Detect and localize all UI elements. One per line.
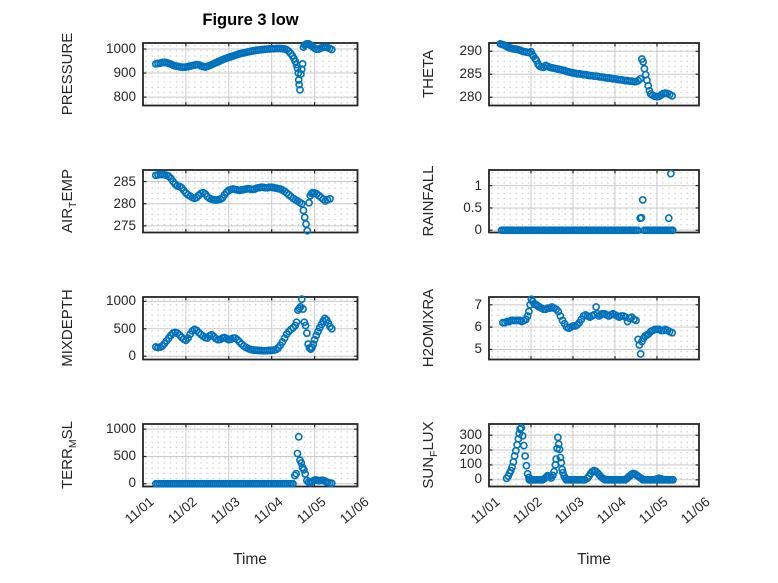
x-axis-label-left: Time (233, 551, 267, 568)
y-tick-label: 5 (474, 341, 482, 357)
y-tick-label: 280 (113, 195, 136, 211)
y-tick-label: 300 (459, 426, 482, 442)
y-tick-label: 290 (459, 42, 482, 58)
data-series-terr_msl (151, 432, 336, 488)
plot-canvas-pressure (142, 39, 359, 106)
plot-canvas-rainfall (488, 169, 700, 235)
y-tick-label: 1 (474, 177, 482, 193)
y-tick-label: 0 (128, 348, 136, 364)
y-tick-label: 100 (459, 456, 482, 472)
y-tick-label: 7 (474, 296, 482, 312)
data-series-theta (496, 39, 677, 101)
y-tick-label: 800 (113, 88, 136, 104)
y-tick-label: 6 (474, 319, 482, 335)
y-tick-label: 0 (474, 222, 482, 238)
data-series-pressure (151, 39, 336, 94)
y-tick-label: 0 (474, 471, 482, 487)
plot-canvas-theta (488, 39, 700, 106)
y-tick-label: 0.5 (463, 199, 482, 215)
y-tick-label: 285 (459, 65, 482, 81)
data-series-h2omixra (498, 295, 677, 358)
plot-canvas-h2omixra (488, 295, 700, 361)
y-tick-label: 1000 (105, 420, 136, 436)
x-axis-label-right: Time (577, 551, 611, 568)
y-tick-label: 280 (459, 88, 482, 104)
plot-canvas-terr_msl (142, 422, 359, 488)
y-axis-label-sun_flux: SUNFLUX (420, 421, 440, 489)
y-tick-label: 0 (128, 475, 136, 491)
y-tick-label: 275 (113, 217, 136, 233)
data-series-mixdepth (151, 295, 336, 355)
plot-canvas-sun_flux (488, 422, 700, 487)
data-series-rainfall (497, 169, 677, 235)
y-axis-label-terr_msl: TERRMSL (59, 420, 79, 489)
y-tick-label: 200 (459, 441, 482, 457)
figure-title: Figure 3 low (202, 11, 299, 29)
data-series-air_temp (151, 170, 334, 235)
data-series-sun_flux (502, 423, 677, 484)
plot-canvas-mixdepth (142, 295, 359, 361)
y-tick-label: 900 (113, 64, 136, 80)
y-tick-label: 1000 (105, 293, 136, 309)
plot-canvas-air_temp (142, 169, 359, 235)
y-tick-label: 500 (113, 320, 136, 336)
y-tick-label: 285 (113, 173, 136, 189)
y-tick-label: 500 (113, 447, 136, 463)
y-tick-label: 1000 (105, 40, 136, 56)
